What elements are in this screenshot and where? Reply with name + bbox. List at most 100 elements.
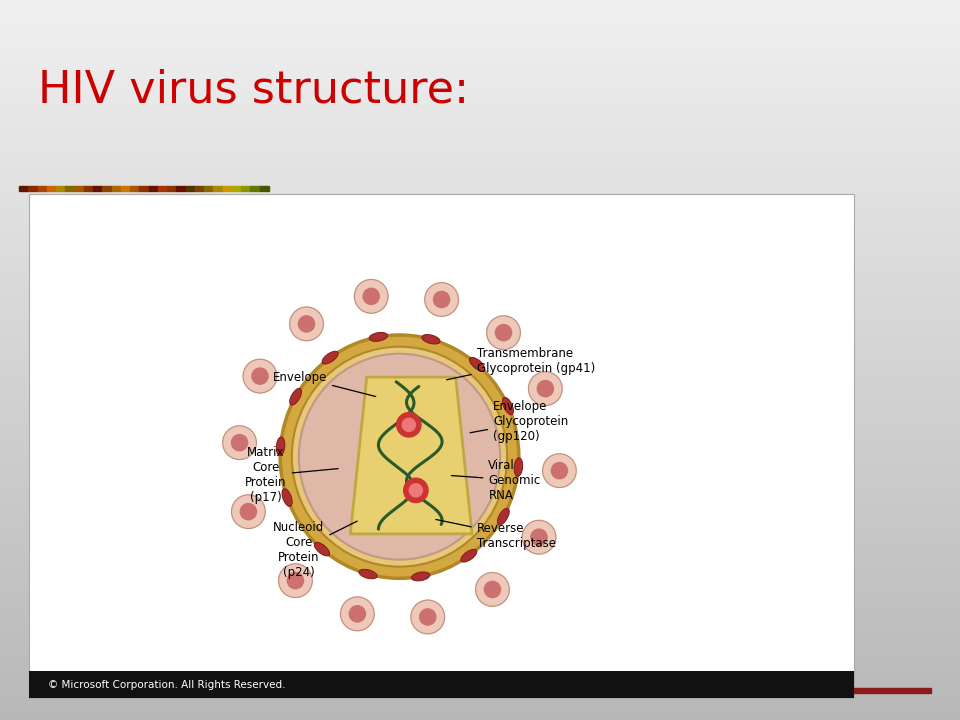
Bar [57,186,65,191]
Bar [0,101,960,104]
Bar [0,486,960,490]
Bar [213,186,223,191]
Bar [0,378,960,382]
Bar [0,349,960,353]
Bar [0,508,960,511]
Bar [0,702,960,706]
Bar [0,515,960,518]
Bar [0,65,960,68]
Bar [139,186,149,191]
Bar [19,186,29,191]
Bar [0,230,960,234]
Bar [223,186,231,191]
Bar [0,194,960,198]
Bar [0,115,960,119]
Circle shape [231,435,248,451]
Bar [0,122,960,126]
Bar [0,29,960,32]
Bar [0,630,960,634]
Bar [0,7,960,11]
Ellipse shape [282,489,292,506]
Bar [0,317,960,320]
Bar [0,432,960,436]
Circle shape [420,609,436,625]
Bar [0,572,960,576]
Bar [816,688,931,693]
Ellipse shape [299,354,500,559]
Bar [0,594,960,598]
Bar [0,518,960,522]
Bar [0,216,960,220]
Bar [0,108,960,112]
Bar [0,616,960,619]
Bar [0,328,960,331]
Bar [0,238,960,241]
Bar [0,461,960,464]
Circle shape [349,606,366,622]
Bar [0,371,960,374]
Bar [0,526,960,529]
Circle shape [404,478,428,503]
Bar [0,187,960,191]
Bar [0,529,960,533]
Bar [0,299,960,302]
Bar [0,94,960,97]
Bar [0,0,960,4]
Bar [0,626,960,630]
Bar [0,396,960,400]
Ellipse shape [411,572,430,581]
Bar [29,671,854,698]
Bar [0,695,960,698]
Bar [0,40,960,43]
Bar [0,598,960,601]
Bar [0,641,960,644]
Bar [0,400,960,403]
Circle shape [287,572,303,589]
Circle shape [424,283,459,316]
Bar [0,36,960,40]
Bar [0,295,960,299]
Circle shape [354,279,388,313]
Bar [0,252,960,256]
Bar [0,356,960,360]
Bar [0,533,960,536]
Bar [0,450,960,454]
Circle shape [396,413,421,437]
Bar [0,353,960,356]
Ellipse shape [276,437,285,456]
Bar [0,360,960,364]
Circle shape [411,600,444,634]
Bar [0,338,960,342]
Ellipse shape [497,508,509,525]
Bar [0,90,960,94]
Bar [0,497,960,500]
Circle shape [522,521,556,554]
Bar [0,313,960,317]
Bar [0,173,960,176]
Bar [0,198,960,202]
Bar [177,186,185,191]
Circle shape [223,426,256,459]
Bar [0,234,960,238]
Bar [0,241,960,245]
Bar [0,364,960,367]
Circle shape [434,292,449,307]
Bar [0,180,960,184]
Bar [0,97,960,101]
Bar [185,186,195,191]
Ellipse shape [469,357,485,371]
Bar [0,709,960,713]
Bar [0,137,960,140]
Bar [121,186,131,191]
Bar [0,662,960,666]
Bar [0,392,960,396]
Bar [251,186,259,191]
Text: Transmembrane
Glycoprotein (gp41): Transmembrane Glycoprotein (gp41) [446,347,595,379]
Bar [0,284,960,288]
Bar [0,414,960,418]
Bar [0,220,960,223]
Circle shape [240,503,256,520]
Bar [75,186,84,191]
Bar [0,112,960,115]
Bar [0,155,960,158]
